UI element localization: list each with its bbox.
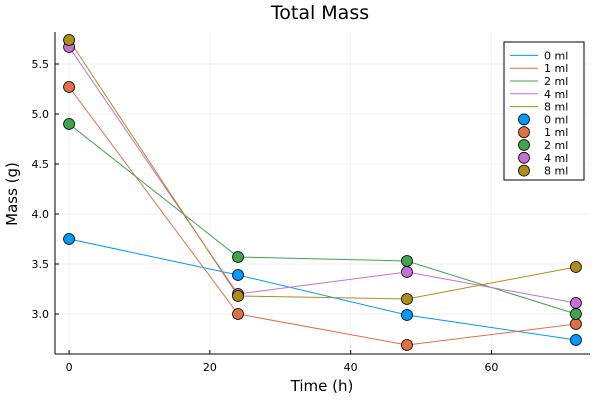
legend-line-label: 1 ml xyxy=(544,62,568,75)
legend: 0 ml1 ml2 ml4 ml8 ml0 ml1 ml2 ml4 ml8 ml xyxy=(503,41,585,181)
x-tick-label: 40 xyxy=(344,361,358,374)
series-line-3 xyxy=(68,46,576,304)
x-tick-label: 60 xyxy=(484,361,498,374)
series-line-2 xyxy=(68,123,577,315)
data-point-3-3 xyxy=(570,297,582,309)
y-tick-label: 4.5 xyxy=(32,158,50,171)
x-tick-label: 0 xyxy=(66,361,73,374)
legend-line-label: 8 ml xyxy=(544,101,568,114)
x-tick-label: 20 xyxy=(203,361,217,374)
legend-marker-swatch xyxy=(518,164,530,177)
data-point-2-3 xyxy=(570,308,582,320)
data-point-0-1 xyxy=(232,269,244,281)
data-point-4-3 xyxy=(570,261,582,273)
series-line-4 xyxy=(68,39,576,300)
legend-marker-label: 0 ml xyxy=(544,113,568,126)
data-point-1-3 xyxy=(570,318,582,330)
data-point-0-3 xyxy=(570,334,582,346)
y-tick-label: 4.0 xyxy=(32,208,50,221)
legend-box xyxy=(503,41,585,181)
data-point-0-2 xyxy=(401,309,413,321)
legend-line-label: 4 ml xyxy=(544,88,568,101)
legend-marker-label: 2 ml xyxy=(544,139,568,152)
series-lines xyxy=(68,39,577,346)
y-tick-label: 5.0 xyxy=(32,108,50,121)
legend-marker-swatch xyxy=(518,139,530,151)
data-point-4-2 xyxy=(401,293,413,305)
y-tick-label: 3.5 xyxy=(32,258,50,271)
grid xyxy=(55,32,590,354)
legend-line-label: 0 ml xyxy=(544,49,568,62)
legend-marker-label: 1 ml xyxy=(544,126,568,139)
series-line-0 xyxy=(68,238,576,341)
chart-title: Total Mass xyxy=(270,2,369,24)
y-tick-label: 5.5 xyxy=(32,58,50,71)
legend-marker-label: 8 ml xyxy=(544,165,568,178)
y-axis-label: Mass (g) xyxy=(3,162,21,226)
series-markers xyxy=(63,34,582,351)
data-point-2-2 xyxy=(401,255,413,267)
data-point-1-2 xyxy=(401,339,413,351)
data-point-4-1 xyxy=(232,290,244,302)
y-tick-label: 3.0 xyxy=(32,308,50,321)
data-point-3-2 xyxy=(401,266,413,278)
legend-line-label: 2 ml xyxy=(544,75,568,88)
tick-labels: 0 20 40 60 3.0 3.5 4.0 4.5 5.0 5.5 xyxy=(32,58,499,374)
data-point-0-0 xyxy=(63,233,75,245)
legend-marker-swatch xyxy=(518,151,530,164)
legend-marker-swatch xyxy=(518,126,530,139)
data-point-2-1 xyxy=(232,251,244,263)
axes xyxy=(54,32,590,355)
data-point-1-1 xyxy=(232,308,244,320)
data-point-2-0 xyxy=(63,118,75,130)
data-point-1-0 xyxy=(63,81,75,93)
x-axis-label: Time (h) xyxy=(290,377,354,395)
legend-marker-label: 4 ml xyxy=(544,152,568,165)
series-line-1 xyxy=(68,86,576,346)
data-point-4-0 xyxy=(63,34,75,46)
legend-marker-swatch xyxy=(518,113,530,126)
